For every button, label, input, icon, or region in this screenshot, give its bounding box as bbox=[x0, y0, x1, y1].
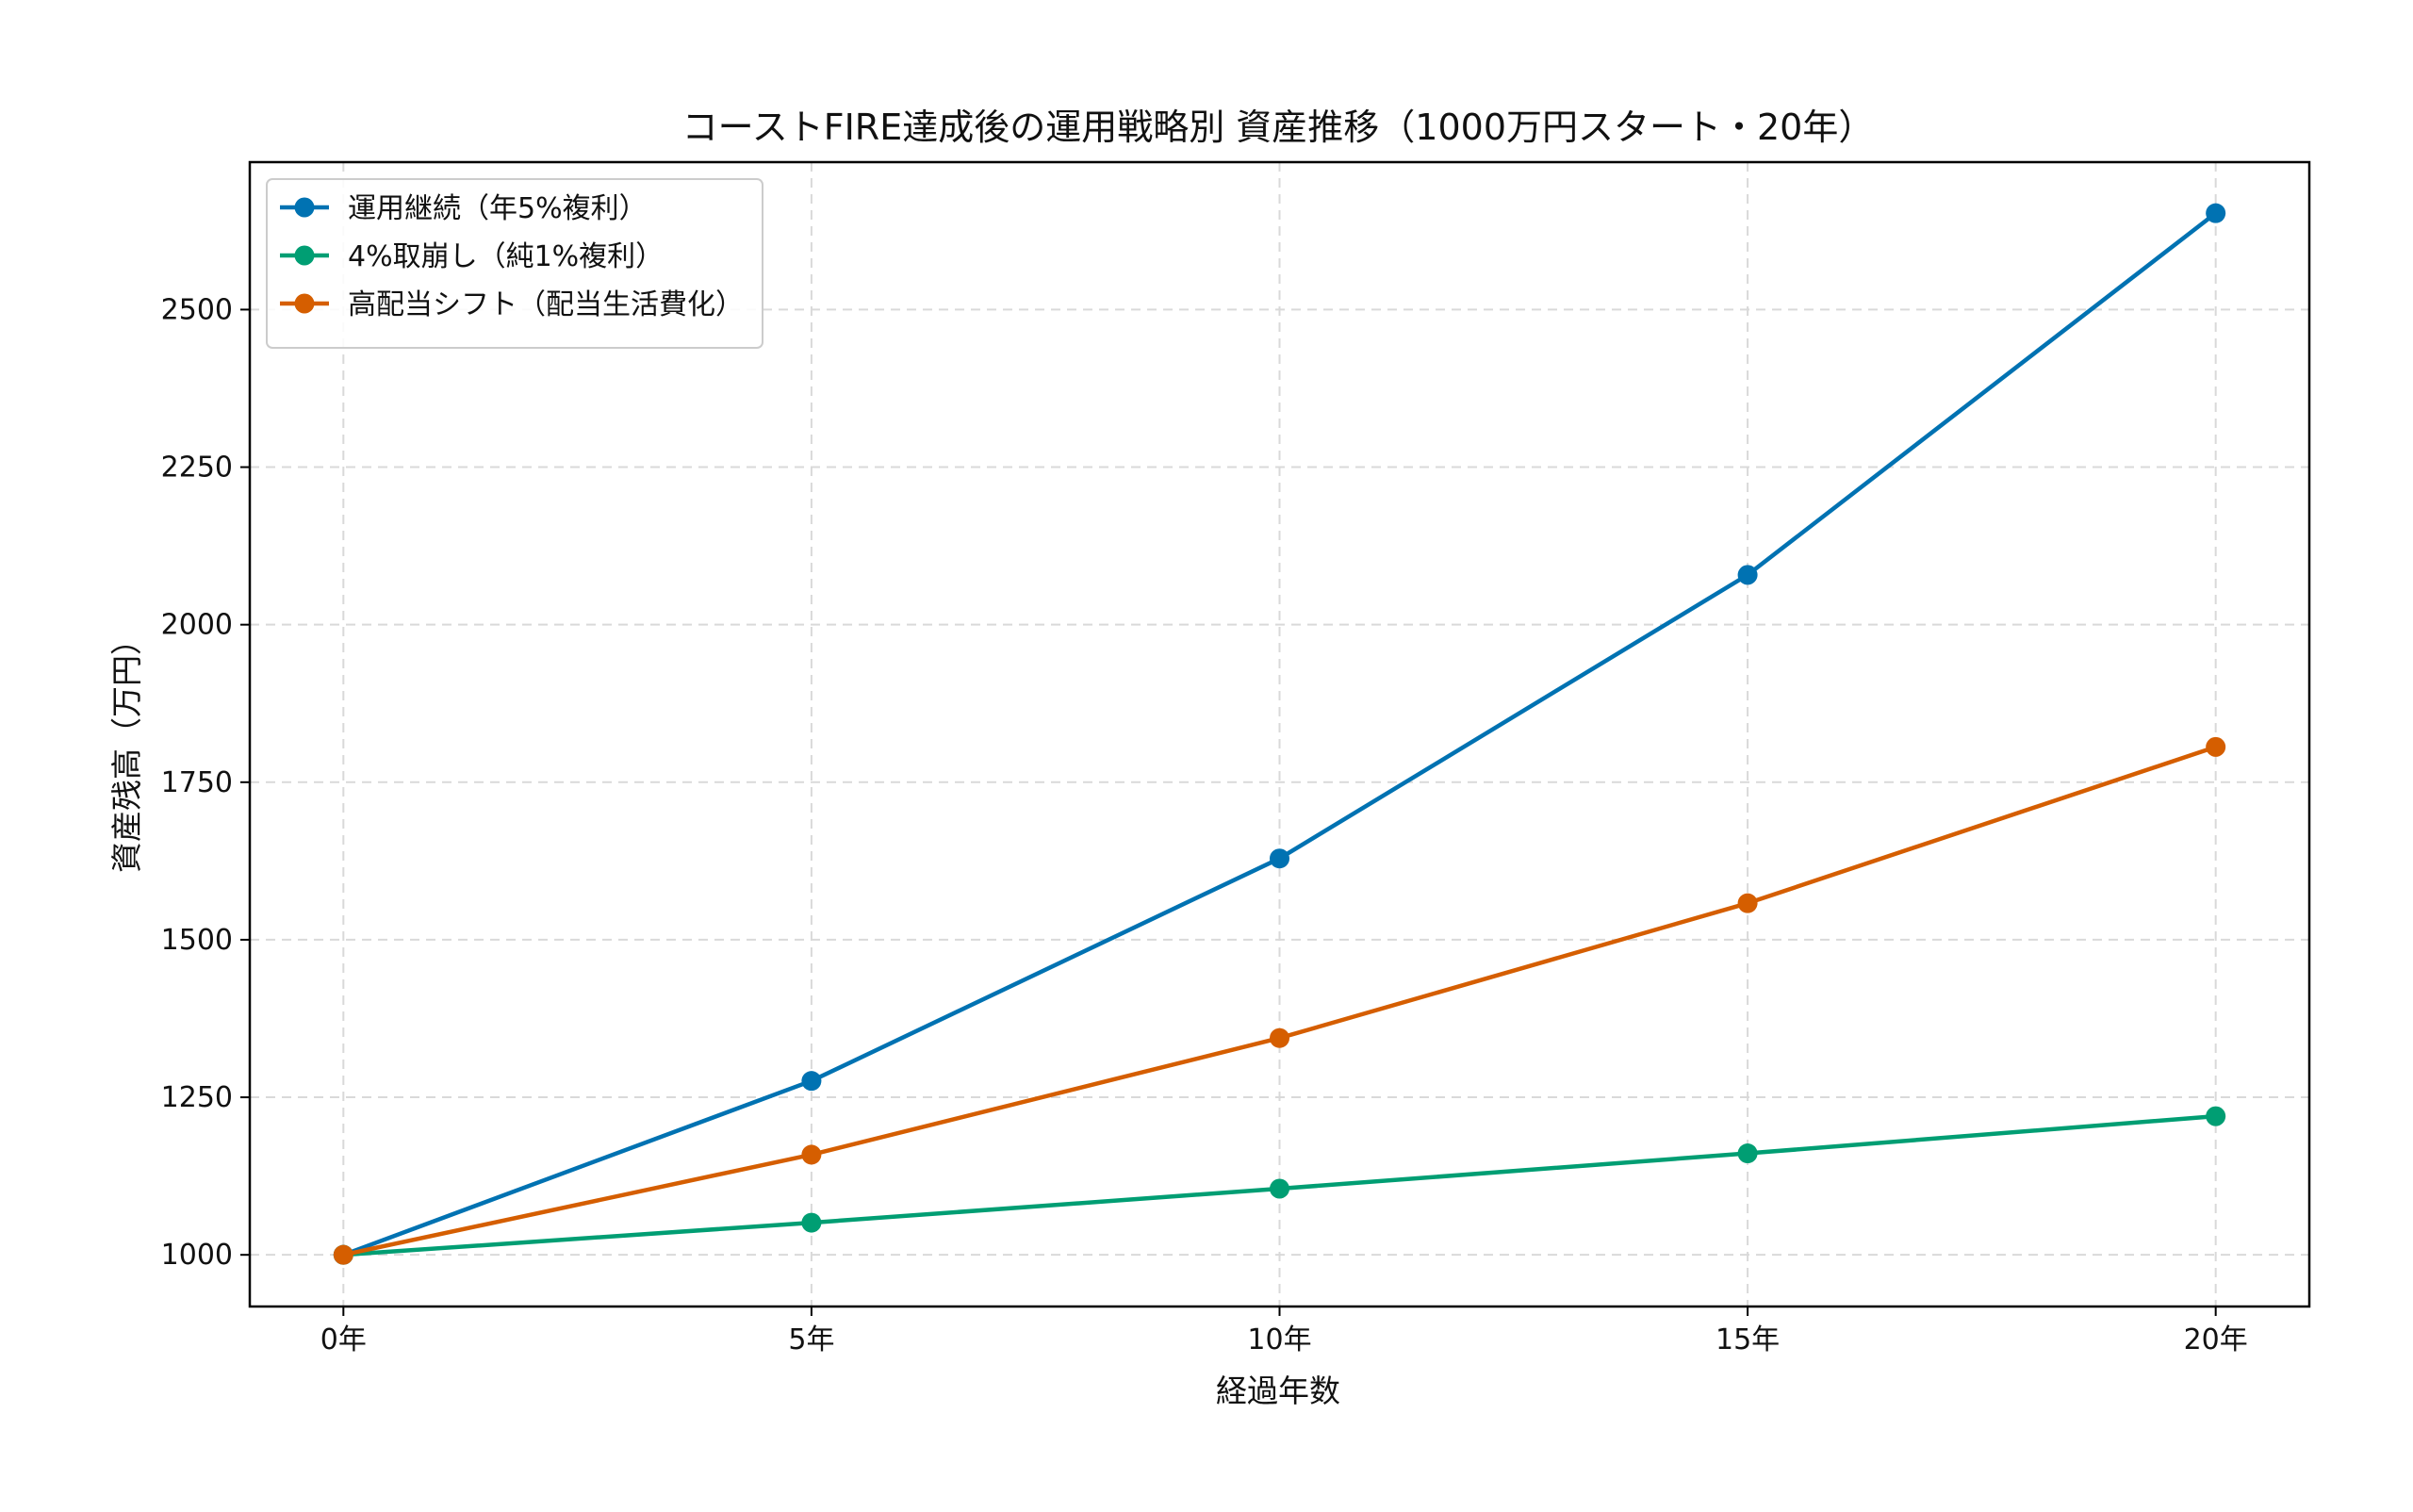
data-point bbox=[1737, 1143, 1758, 1164]
y-tick-label: 1250 bbox=[161, 1081, 233, 1114]
legend-marker bbox=[294, 197, 315, 218]
data-point bbox=[801, 1071, 822, 1092]
data-point bbox=[1270, 1178, 1289, 1199]
series-layer bbox=[333, 203, 2226, 1265]
y-tick-label: 1500 bbox=[161, 924, 233, 957]
data-point bbox=[1737, 893, 1758, 913]
x-tick-label: 15年 bbox=[1715, 1323, 1780, 1356]
data-point bbox=[2206, 1106, 2226, 1126]
legend: 運用継続（年5%複利） 4%取崩し（純1%複利） 高配当シフト（配当生活費化） bbox=[266, 178, 763, 349]
data-point bbox=[1737, 565, 1758, 585]
x-tick-label: 5年 bbox=[788, 1323, 834, 1356]
legend-item: 4%取崩し（純1%複利） bbox=[280, 240, 664, 273]
legend-marker bbox=[294, 245, 315, 266]
legend-box bbox=[266, 178, 763, 349]
x-tick-label: 0年 bbox=[320, 1323, 367, 1356]
y-tick-label: 1000 bbox=[161, 1239, 233, 1272]
x-axis-ticks: 0年 5年 10年 15年 20年 bbox=[320, 1307, 2248, 1356]
y-tick-label: 2250 bbox=[161, 452, 233, 485]
data-point bbox=[801, 1144, 822, 1165]
data-point bbox=[1270, 1027, 1289, 1048]
legend-item: 運用継続（年5%複利） bbox=[280, 192, 648, 225]
y-axis-ticks: 1000 1250 1500 1750 2000 2250 2500 bbox=[161, 293, 250, 1272]
data-point bbox=[2206, 203, 2226, 223]
x-axis-label: 経過年数 bbox=[1216, 1372, 1340, 1409]
legend-label: 4%取崩し（純1%複利） bbox=[348, 240, 664, 273]
data-point bbox=[1270, 848, 1289, 869]
data-point bbox=[2206, 736, 2226, 757]
chart-title: コーストFIRE達成後の運用戦略別 資産推移（1000万円スタート・20年） bbox=[682, 107, 1875, 148]
y-tick-label: 1750 bbox=[161, 766, 233, 799]
legend-item: 高配当シフト（配当生活費化） bbox=[280, 288, 744, 321]
y-tick-label: 2500 bbox=[161, 293, 233, 326]
data-point bbox=[333, 1244, 353, 1265]
x-tick-label: 10年 bbox=[1247, 1323, 1311, 1356]
series-3 bbox=[333, 736, 2226, 1265]
legend-label: 高配当シフト（配当生活費化） bbox=[348, 288, 744, 321]
data-point bbox=[801, 1212, 822, 1233]
y-axis-label: 資産残高（万円） bbox=[108, 624, 145, 873]
legend-marker bbox=[294, 293, 315, 314]
y-tick-label: 2000 bbox=[161, 609, 233, 642]
x-tick-label: 20年 bbox=[2184, 1323, 2248, 1356]
legend-label: 運用継続（年5%複利） bbox=[348, 192, 648, 225]
